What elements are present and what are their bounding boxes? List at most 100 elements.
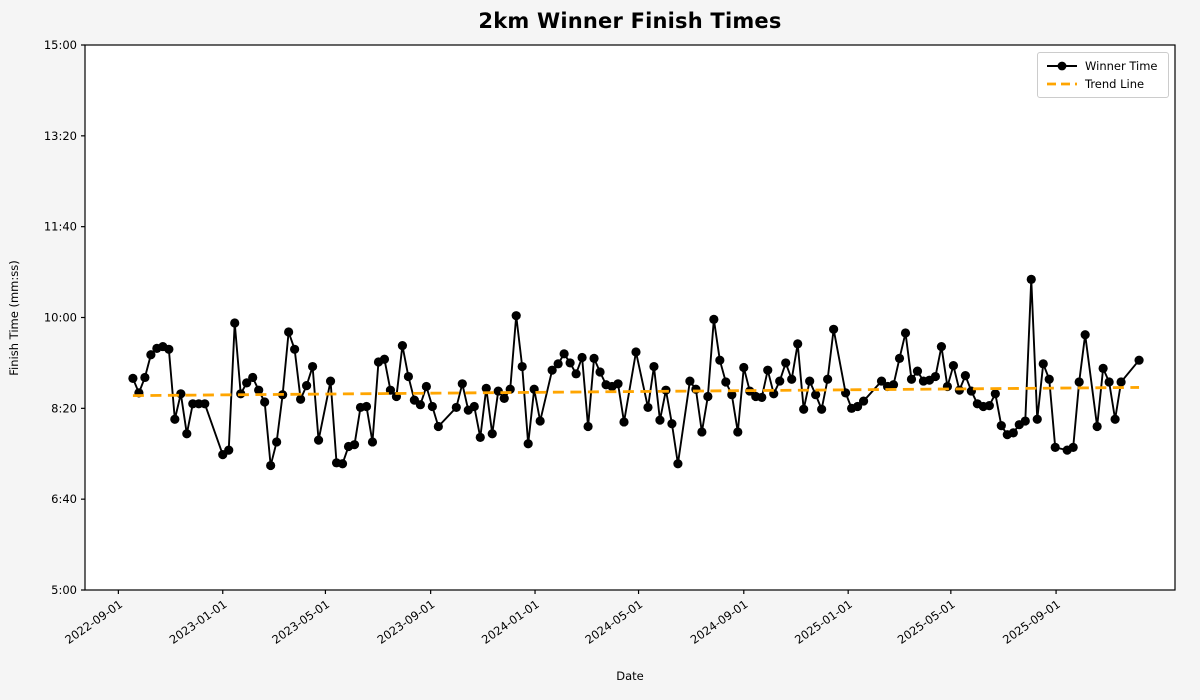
winner-series-marker — [367, 437, 378, 447]
x-tick-label: 2024-01-01 — [479, 597, 542, 647]
winner-series-marker — [1026, 274, 1036, 284]
winner-series-marker — [685, 376, 695, 386]
winner-series-marker — [499, 393, 509, 403]
legend-row-winner-time: Winner Time — [1046, 59, 1162, 73]
winner-series-marker — [649, 361, 659, 372]
winner-series-marker — [805, 376, 815, 386]
winner-series-marker — [1116, 377, 1126, 387]
legend: Winner Time Trend Line — [1037, 52, 1169, 98]
winner-series-marker — [487, 429, 497, 439]
winner-series-marker — [547, 365, 557, 375]
winner-series-marker — [254, 385, 264, 395]
winner-series-marker — [517, 361, 527, 372]
winner-series-marker — [589, 353, 599, 363]
winner-series-marker — [990, 389, 1000, 399]
winner-series-marker — [781, 358, 791, 368]
winner-series-marker — [1134, 355, 1144, 365]
legend-label-winner-time: Winner Time — [1085, 59, 1158, 73]
winner-series-marker — [984, 401, 994, 411]
winner-series-marker — [721, 377, 731, 387]
winner-series-marker — [421, 381, 431, 392]
winner-series-marker — [1092, 421, 1102, 432]
winner-series-marker — [1110, 414, 1120, 424]
winner-series-marker — [1104, 377, 1114, 387]
winner-series-marker — [493, 386, 503, 396]
winner-series-marker — [817, 404, 827, 414]
winner-series-marker — [787, 374, 797, 384]
winner-series-marker — [146, 350, 156, 360]
winner-series-marker — [900, 328, 911, 338]
winner-series-marker — [1050, 442, 1060, 452]
chart-title: 2km Winner Finish Times — [478, 9, 782, 33]
winner-series-marker — [559, 349, 569, 359]
winner-series-marker — [775, 376, 785, 386]
winner-series-marker — [715, 355, 725, 365]
winner-series-marker — [577, 352, 587, 363]
winner-series-marker — [655, 415, 665, 425]
winner-series-marker — [811, 390, 821, 400]
winner-series-marker — [1020, 416, 1030, 426]
winner-series-marker — [224, 445, 234, 455]
plot-area — [84, 44, 1176, 591]
legend-label-trend-line: Trend Line — [1085, 77, 1145, 91]
winner-series-marker — [325, 376, 336, 386]
winner-series-marker — [673, 459, 683, 469]
winner-series-marker — [799, 404, 809, 414]
winner-series-marker — [457, 379, 467, 389]
winner-series-marker — [403, 371, 414, 382]
winner-series-marker — [481, 383, 491, 393]
winner-series-marker — [739, 362, 749, 373]
winner-series-marker — [906, 374, 917, 384]
winner-series-marker — [930, 371, 941, 382]
winner-series-marker — [1080, 330, 1090, 340]
winner-series-marker — [242, 378, 252, 388]
winner-series-marker — [763, 365, 773, 375]
x-tick-label: 2025-09-01 — [1000, 597, 1063, 647]
winner-series-marker — [703, 391, 713, 402]
winner-series-marker — [936, 341, 947, 352]
winner-series-marker — [128, 373, 138, 383]
winner-series-marker — [523, 439, 533, 449]
winner-series-marker — [266, 460, 276, 471]
winner-series-marker — [415, 400, 425, 410]
winner-series-marker — [451, 402, 461, 413]
winner-series-marker — [667, 419, 677, 429]
winner-series-marker — [619, 417, 629, 427]
winner-series-marker — [164, 344, 174, 354]
y-tick-label: 6:40 — [51, 492, 77, 506]
winner-series-marker — [1098, 363, 1108, 373]
x-tick-label: 2023-09-01 — [375, 597, 438, 647]
winner-series-marker — [793, 339, 803, 349]
winner-series-marker — [1068, 442, 1078, 452]
winner-series-marker — [613, 379, 623, 389]
winner-series-marker — [290, 344, 300, 354]
winner-series-marker — [248, 372, 258, 383]
winner-series-marker — [960, 371, 970, 381]
winner-series-marker — [535, 416, 545, 426]
y-tick-label: 15:00 — [44, 38, 77, 52]
winner-series-marker — [379, 354, 390, 364]
winner-series-marker — [583, 421, 593, 432]
x-tick-label: 2023-01-01 — [167, 597, 230, 647]
winner-series-marker — [912, 366, 923, 376]
winner-series-marker — [301, 381, 312, 391]
winner-series-marker — [691, 384, 701, 394]
winner-series-marker — [595, 367, 605, 377]
winner-series-marker — [1044, 374, 1054, 384]
y-tick-label: 13:20 — [44, 129, 77, 143]
y-tick-label: 8:20 — [51, 401, 77, 415]
winner-series-marker — [511, 311, 521, 321]
winner-series-marker — [643, 402, 653, 413]
winner-series-marker — [1008, 428, 1018, 438]
winner-series-marker — [469, 401, 479, 412]
winner-series-marker — [697, 427, 707, 437]
y-axis-label: Finish Time (mm:ss) — [7, 260, 21, 376]
winner-series-marker — [272, 437, 282, 447]
winner-series-marker — [829, 324, 839, 334]
winner-series-marker — [349, 440, 360, 450]
winner-series-marker — [727, 390, 737, 400]
winner-series-marker — [260, 397, 270, 407]
legend-row-trend-line: Trend Line — [1046, 77, 1162, 91]
